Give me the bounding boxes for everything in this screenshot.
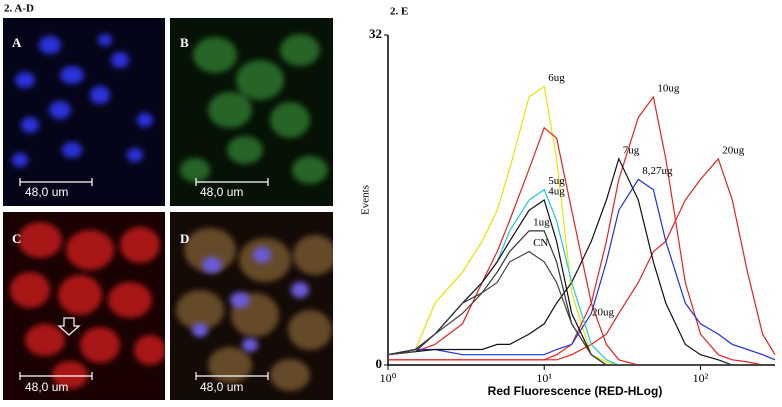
series-label: 8,27ug [642, 165, 673, 177]
panel-label: D [180, 231, 189, 246]
figure-label: 2. A-D [4, 3, 34, 15]
y-tick-label: 0 [376, 356, 383, 371]
scale-label: 48,0 um [200, 185, 243, 199]
series-line [387, 230, 775, 366]
x-tick-label: 10² [693, 371, 709, 385]
series-label: 1ug [533, 216, 550, 228]
series-label: 7ug [623, 144, 640, 156]
x-tick-label: 10¹ [536, 371, 552, 385]
panel-label: B [180, 35, 189, 50]
series-line [387, 178, 776, 361]
series-label: 6ug [548, 72, 565, 84]
panel-label: A [12, 35, 22, 50]
series-label: 20ug [722, 144, 745, 156]
panel-a [3, 18, 165, 206]
histogram: 2. E Red Fluorescence (RED-HLog) Events … [360, 6, 776, 398]
x-axis-label: Red Fluorescence (RED-HLog) [488, 384, 663, 398]
chart-title: 2. E [390, 6, 408, 18]
scale-label: 48,0 um [25, 185, 68, 199]
panel-b [170, 18, 333, 206]
series-label: CN [533, 237, 548, 249]
series-label: 4ug [548, 186, 565, 198]
series-label: 5ug [548, 175, 565, 187]
x-tick-label: 10⁰ [380, 371, 397, 385]
arrow [57, 317, 81, 336]
scale-label: 48,0 um [200, 380, 243, 394]
annotation: 20ug [592, 307, 615, 319]
panel-label: C [12, 231, 21, 246]
series-label: 10ug [657, 82, 680, 94]
y-tick-label: 32 [369, 26, 382, 41]
series-line [388, 95, 775, 366]
series-line [388, 157, 776, 361]
scale-bars [19, 178, 269, 380]
panel-d [170, 212, 333, 400]
scale-label: 48,0 um [25, 380, 68, 394]
series-line [387, 250, 775, 366]
panel-c [3, 212, 165, 400]
series-line [387, 157, 775, 366]
y-axis-label: Events [360, 185, 372, 215]
